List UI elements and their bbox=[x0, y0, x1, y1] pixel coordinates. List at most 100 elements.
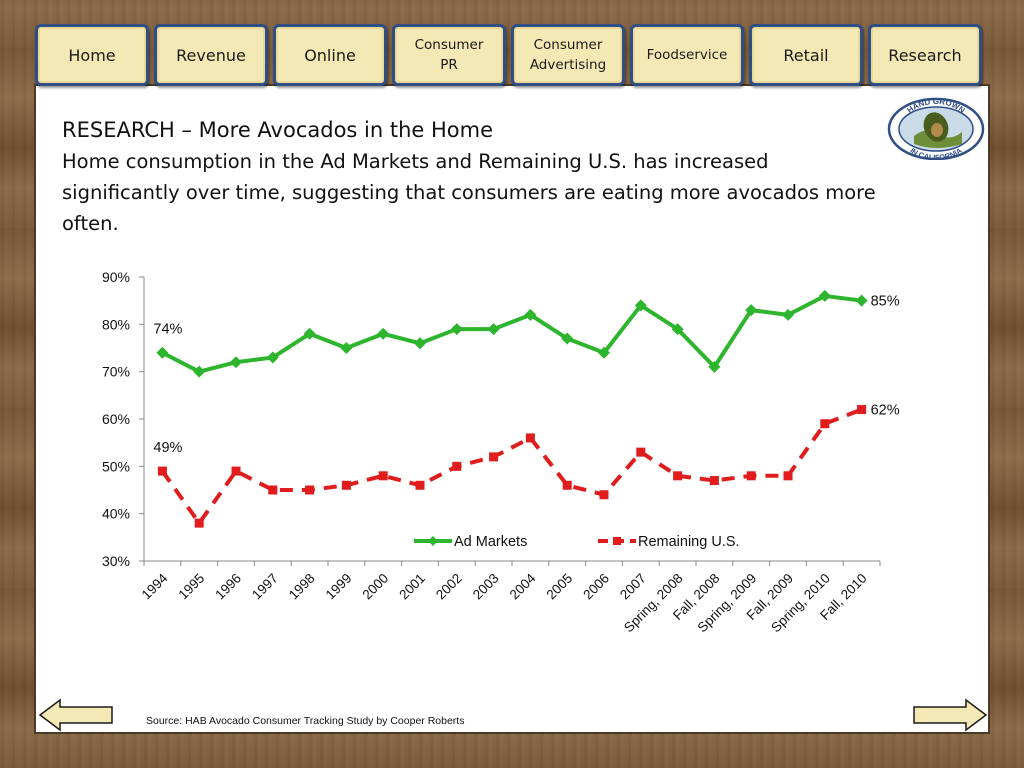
x-tick-label: 1998 bbox=[286, 571, 318, 603]
data-label: 85% bbox=[871, 294, 900, 310]
source-note: Source: HAB Avocado Consumer Tracking St… bbox=[146, 715, 465, 727]
page-description: Home consumption in the Ad Markets and R… bbox=[62, 150, 876, 235]
data-point bbox=[562, 480, 572, 490]
data-point bbox=[231, 466, 241, 476]
data-point bbox=[818, 289, 831, 302]
page-title: RESEARCH – More Avocados in the Home bbox=[62, 118, 494, 142]
data-point bbox=[341, 480, 351, 490]
series-line-ad-markets bbox=[161, 293, 862, 374]
x-tick-label: 2000 bbox=[359, 571, 391, 603]
data-point bbox=[709, 476, 719, 486]
y-tick-label: 90% bbox=[102, 269, 130, 285]
y-tick-label: 80% bbox=[102, 316, 130, 332]
data-point bbox=[782, 308, 794, 321]
data-point bbox=[671, 323, 684, 336]
data-point bbox=[193, 365, 206, 378]
header: RESEARCH – More Avocados in the Home Hom… bbox=[62, 116, 882, 239]
x-tick-label: 1995 bbox=[175, 571, 207, 603]
legend-label: Remaining U.S. bbox=[638, 534, 740, 550]
y-tick-label: 70% bbox=[102, 364, 130, 380]
data-point bbox=[745, 304, 758, 317]
content-panel bbox=[34, 84, 990, 734]
x-tick-label: 2004 bbox=[507, 570, 539, 602]
data-point bbox=[487, 323, 500, 336]
x-tick-label: 2006 bbox=[580, 571, 612, 603]
x-tick-label: 1997 bbox=[249, 571, 281, 603]
data-point bbox=[266, 351, 279, 364]
tab-label: Foodservice bbox=[646, 47, 728, 63]
y-tick-label: 30% bbox=[102, 553, 130, 569]
x-tick-label: 2007 bbox=[617, 571, 649, 603]
y-tick-label: 60% bbox=[102, 411, 130, 427]
tab-retail[interactable]: Retail bbox=[749, 24, 863, 86]
data-point bbox=[305, 485, 315, 495]
data-point bbox=[268, 485, 278, 495]
consumption-line-chart: 30%40%50%60%70%80%90%1994 1995 1996 1997 199… bbox=[102, 269, 900, 635]
tab-research[interactable]: Research bbox=[868, 24, 982, 86]
data-point bbox=[415, 480, 425, 490]
tab-home[interactable]: Home bbox=[35, 24, 149, 86]
data-label: 49% bbox=[153, 440, 182, 456]
tab-label: Revenue bbox=[176, 45, 246, 65]
data-point bbox=[855, 294, 868, 307]
tab-consumer-pr[interactable]: Consumer PR bbox=[392, 24, 506, 86]
legend-marker bbox=[428, 536, 438, 546]
tab-label: Retail bbox=[783, 45, 829, 65]
hand-grown-logo: HAND GROWN IN CALIFORNIA bbox=[887, 97, 985, 160]
data-label: 62% bbox=[871, 403, 900, 419]
tab-label: Consumer Advertising bbox=[529, 37, 607, 73]
data-point bbox=[303, 327, 316, 340]
x-tick-label: 2003 bbox=[470, 571, 502, 603]
tab-label: Research bbox=[888, 45, 962, 65]
series-line-remaining-us bbox=[160, 407, 863, 526]
data-point bbox=[636, 447, 646, 457]
data-point bbox=[634, 299, 647, 312]
data-point bbox=[783, 471, 793, 481]
tab-online[interactable]: Online bbox=[273, 24, 387, 86]
data-point bbox=[561, 332, 574, 345]
data-point bbox=[708, 360, 721, 373]
data-point bbox=[746, 471, 756, 481]
x-tick-label: 2002 bbox=[433, 571, 465, 603]
x-tick-label: 2005 bbox=[543, 571, 575, 603]
data-point bbox=[452, 461, 462, 471]
data-point bbox=[157, 466, 167, 476]
x-tick-label: 2001 bbox=[396, 571, 428, 603]
previous-arrow-button[interactable] bbox=[38, 698, 114, 732]
x-tick-label: 1996 bbox=[212, 571, 244, 603]
arrow-right-icon bbox=[913, 698, 988, 732]
data-point bbox=[450, 323, 463, 336]
tab-consumer-advertising[interactable]: Consumer Advertising bbox=[511, 24, 625, 86]
data-point bbox=[598, 346, 610, 359]
data-point bbox=[340, 342, 353, 354]
data-point bbox=[377, 327, 390, 340]
data-point bbox=[820, 419, 830, 429]
data-point bbox=[857, 405, 867, 415]
data-point bbox=[378, 471, 388, 481]
data-point bbox=[599, 490, 609, 500]
data-point bbox=[414, 337, 426, 350]
y-tick-label: 40% bbox=[102, 506, 130, 522]
avocado-pit-icon bbox=[931, 123, 943, 137]
legend-label: Ad Markets bbox=[454, 534, 527, 550]
data-point bbox=[525, 433, 535, 443]
arrow-left-icon bbox=[38, 698, 113, 732]
data-point bbox=[673, 471, 683, 481]
top-nav: Home Revenue Online Consumer PR Consumer… bbox=[32, 24, 994, 88]
data-point bbox=[194, 518, 204, 528]
tab-revenue[interactable]: Revenue bbox=[154, 24, 268, 86]
tab-label: Home bbox=[68, 45, 116, 65]
x-tick-label: 1999 bbox=[323, 571, 355, 603]
x-tick-label: 1994 bbox=[139, 570, 171, 602]
data-point bbox=[524, 308, 537, 321]
y-tick-label: 50% bbox=[102, 458, 130, 474]
next-arrow-button[interactable] bbox=[912, 698, 988, 732]
tab-label: Online bbox=[304, 45, 356, 65]
legend-marker bbox=[613, 537, 621, 545]
data-point bbox=[489, 452, 499, 462]
tab-label: Consumer PR bbox=[414, 37, 484, 73]
data-point bbox=[230, 356, 242, 369]
data-point bbox=[156, 346, 169, 359]
data-label: 74% bbox=[153, 322, 182, 338]
tab-foodservice[interactable]: Foodservice bbox=[630, 24, 744, 86]
